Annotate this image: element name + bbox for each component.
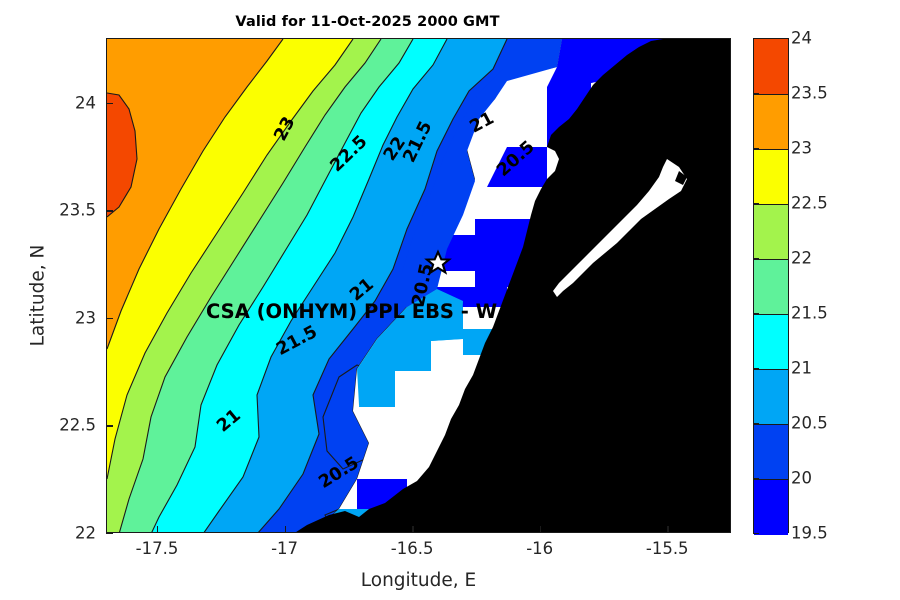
y-tick-label: 24 <box>75 93 96 113</box>
colorbar-tick-label: 23 <box>791 138 812 158</box>
y-tick-label: 23 <box>75 308 96 328</box>
band-23-23.5 <box>107 39 283 349</box>
x-tick-mark <box>284 526 286 533</box>
colorbar[interactable] <box>753 38 789 535</box>
colorbar-band <box>754 39 788 95</box>
colorbar-tick-label: 20.5 <box>791 413 828 433</box>
y-tick-mark <box>106 533 113 535</box>
colorbar-tick-label: 24 <box>791 28 812 48</box>
colorbar-tick-label: 19.5 <box>791 523 828 543</box>
colorbar-tick-mark <box>753 368 759 370</box>
x-tick-label: -15.5 <box>645 539 689 558</box>
colorbar-band-divider <box>754 369 788 370</box>
x-tick-label: -16 <box>526 539 554 558</box>
colorbar-band-divider <box>754 204 788 205</box>
colorbar-tick-label: 20 <box>791 468 812 488</box>
x-tick-mark <box>667 526 669 533</box>
y-tick-label: 22 <box>75 523 96 543</box>
contour-plot-area[interactable]: 23 22.5 22 21.5 21 20.5 20 19.5 21 20.5 21.5 21 20.5… <box>106 38 731 533</box>
star-marker[interactable] <box>424 249 452 275</box>
colorbar-band-divider <box>754 94 788 95</box>
colorbar-tick-mark <box>753 313 759 315</box>
x-axis-label: Longitude, E <box>360 570 477 591</box>
colorbar-tick-label: 23.5 <box>791 83 828 103</box>
colorbar-band-divider <box>754 314 788 315</box>
colorbar-band <box>754 424 788 480</box>
y-tick-mark <box>106 210 113 212</box>
x-tick-mark <box>157 526 159 533</box>
colorbar-tick-mark <box>753 533 759 535</box>
y-tick-mark <box>106 317 113 320</box>
colorbar-band <box>754 259 788 315</box>
page-title: Valid for 11-Oct-2025 2000 GMT <box>235 14 500 30</box>
colorbar-band <box>754 204 788 260</box>
colorbar-band-divider <box>754 424 788 425</box>
x-tick-label: -17 <box>271 539 299 558</box>
y-tick-mark <box>106 102 113 104</box>
landmass <box>296 39 730 532</box>
x-tick-label: -16.5 <box>390 539 434 558</box>
colorbar-tick-mark <box>753 203 759 205</box>
sst-contour-canvas <box>107 39 730 532</box>
colorbar-band-divider <box>754 259 788 260</box>
colorbar-tick-mark <box>753 423 759 425</box>
colorbar-tick-label: 22.5 <box>791 193 828 213</box>
x-tick-mark <box>412 526 414 533</box>
site-annotation: CSA (ONHYM) PPL EBS - W <box>206 300 498 323</box>
colorbar-tick-label: 21 <box>791 358 812 378</box>
colorbar-tick-label: 21.5 <box>791 303 828 323</box>
colorbar-tick-mark <box>753 258 759 260</box>
y-axis-label: Latitude, N <box>27 244 49 347</box>
x-tick-label: -17.5 <box>135 539 179 558</box>
colorbar-band <box>754 314 788 370</box>
colorbar-band <box>754 369 788 425</box>
colorbar-tick-mark <box>753 93 759 95</box>
colorbar-tick-mark <box>753 148 759 150</box>
contour-label: 20 <box>558 132 582 160</box>
colorbar-band-divider <box>754 149 788 150</box>
colorbar-band-divider <box>754 479 788 480</box>
colorbar-band <box>754 479 788 535</box>
x-tick-mark <box>539 526 542 533</box>
colorbar-tick-label: 22 <box>791 248 812 268</box>
colorbar-band <box>754 149 788 205</box>
y-tick-label: 22.5 <box>59 415 96 435</box>
y-tick-mark <box>106 425 113 427</box>
colorbar-tick-mark <box>753 478 759 480</box>
colorbar-band <box>754 94 788 150</box>
y-tick-label: 23.5 <box>59 200 96 220</box>
band-23.5-24 <box>107 93 137 217</box>
spit-tip <box>675 171 687 185</box>
